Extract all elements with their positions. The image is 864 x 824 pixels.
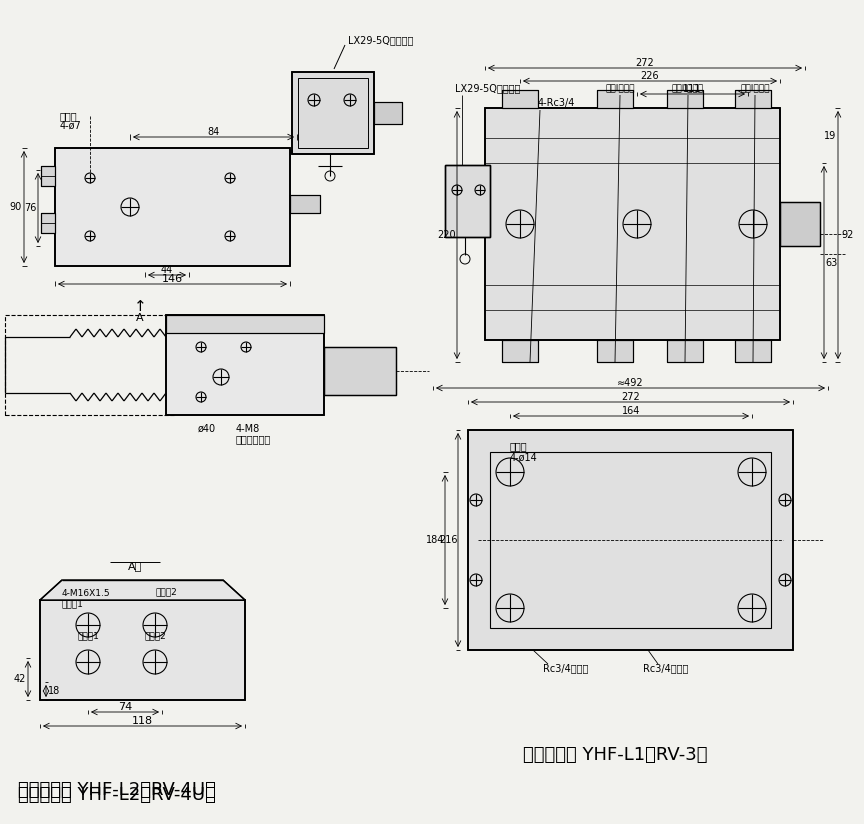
Bar <box>735 340 771 362</box>
Text: 220: 220 <box>438 230 456 240</box>
Text: LX29-5Q行程开关: LX29-5Q行程开关 <box>455 83 520 93</box>
Polygon shape <box>40 580 245 600</box>
Bar <box>166 315 324 333</box>
Bar <box>166 315 324 415</box>
Bar <box>780 202 820 246</box>
Text: 111: 111 <box>683 84 702 94</box>
Text: 118: 118 <box>132 716 153 726</box>
Text: 90: 90 <box>10 202 22 212</box>
Text: 管线I出油口: 管线I出油口 <box>606 83 635 92</box>
Text: 出油口2: 出油口2 <box>155 588 177 597</box>
Bar <box>41 213 55 233</box>
Bar <box>290 195 320 213</box>
Bar <box>292 72 374 154</box>
Bar <box>166 315 324 333</box>
Bar <box>55 148 290 266</box>
Text: 回油口1: 回油口1 <box>77 631 99 640</box>
Text: 84: 84 <box>207 127 219 137</box>
Text: A: A <box>137 313 143 323</box>
Bar <box>374 102 402 124</box>
Text: 4-ø14: 4-ø14 <box>510 453 537 463</box>
Bar <box>5 315 175 415</box>
Bar <box>667 90 703 108</box>
Bar <box>40 600 245 700</box>
Bar <box>597 90 633 108</box>
Bar <box>780 202 820 246</box>
Bar <box>290 195 320 213</box>
Bar <box>292 72 374 154</box>
Text: 4-M8: 4-M8 <box>236 424 260 434</box>
Text: 146: 146 <box>162 274 183 284</box>
Text: 液压换向阀 YHF-L2（RV-4U）: 液压换向阀 YHF-L2（RV-4U） <box>18 786 216 804</box>
Bar <box>40 600 245 700</box>
Bar <box>41 166 55 186</box>
Bar <box>667 90 703 108</box>
Bar <box>445 165 490 237</box>
Text: 44: 44 <box>161 265 173 275</box>
Text: A向: A向 <box>128 561 142 571</box>
Text: 管线I進油口: 管线I進油口 <box>740 83 770 92</box>
Text: 18: 18 <box>48 686 60 696</box>
Bar <box>502 90 538 108</box>
Bar <box>55 148 290 266</box>
Bar <box>597 340 633 362</box>
Text: 272: 272 <box>621 392 640 402</box>
Text: 液压换向阀 YHF-L1（RV-3）: 液压换向阀 YHF-L1（RV-3） <box>523 746 708 764</box>
Bar <box>667 340 703 362</box>
Bar <box>502 90 538 108</box>
Text: Rc3/4回油口: Rc3/4回油口 <box>543 663 588 673</box>
Bar <box>324 347 396 395</box>
Text: 42: 42 <box>14 674 26 684</box>
Bar <box>468 430 793 650</box>
Text: 溢流阀安装孔: 溢流阀安装孔 <box>236 434 271 444</box>
Text: ø40: ø40 <box>198 424 216 434</box>
Bar <box>374 102 402 124</box>
Bar <box>735 90 771 108</box>
Bar <box>485 108 780 340</box>
Text: 92: 92 <box>842 230 854 240</box>
Bar <box>735 90 771 108</box>
Bar <box>324 347 396 395</box>
Bar <box>490 452 771 628</box>
Bar <box>166 315 324 415</box>
Bar <box>298 78 368 148</box>
Bar <box>41 166 55 186</box>
Text: 19: 19 <box>824 131 836 141</box>
Text: 管线II出油口: 管线II出油口 <box>672 83 704 92</box>
Text: 4-Rc3/4: 4-Rc3/4 <box>538 98 575 108</box>
Text: 226: 226 <box>641 71 659 81</box>
Text: 4-M16X1.5: 4-M16X1.5 <box>62 589 111 598</box>
Text: 216: 216 <box>439 535 457 545</box>
Text: 76: 76 <box>24 203 36 213</box>
Bar <box>485 108 780 340</box>
Text: 74: 74 <box>118 702 132 712</box>
Text: Rc3/4進油口: Rc3/4進油口 <box>643 663 689 673</box>
Text: LX29-5Q行程开关: LX29-5Q行程开关 <box>348 35 413 45</box>
Text: 安装孔: 安装孔 <box>510 441 528 451</box>
Text: 63: 63 <box>826 258 838 268</box>
Text: 4-ø7: 4-ø7 <box>60 121 82 131</box>
Text: 184: 184 <box>426 535 444 545</box>
Bar <box>735 340 771 362</box>
Text: 272: 272 <box>636 58 654 68</box>
Text: 回油口2: 回油口2 <box>144 631 166 640</box>
Text: 164: 164 <box>622 406 640 416</box>
Bar <box>41 213 55 233</box>
Bar <box>445 165 490 237</box>
Bar <box>502 340 538 362</box>
Bar <box>468 430 793 650</box>
Bar <box>502 340 538 362</box>
Text: 安装孔: 安装孔 <box>60 111 78 121</box>
Bar <box>667 340 703 362</box>
Text: ≈492: ≈492 <box>617 378 644 388</box>
Text: ↑: ↑ <box>134 298 146 313</box>
Bar <box>597 90 633 108</box>
Bar <box>597 340 633 362</box>
Text: 出油口1: 出油口1 <box>62 600 84 608</box>
Text: 液压换向阀 YHF-L2（RV-4U）: 液压换向阀 YHF-L2（RV-4U） <box>18 781 216 799</box>
